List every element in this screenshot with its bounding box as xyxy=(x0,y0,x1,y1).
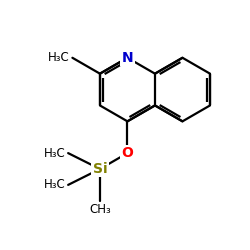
Text: N: N xyxy=(122,51,133,65)
Text: H₃C: H₃C xyxy=(48,51,70,64)
Text: H₃C: H₃C xyxy=(44,146,66,160)
Text: H₃C: H₃C xyxy=(44,178,66,192)
Text: Si: Si xyxy=(92,162,107,176)
Text: O: O xyxy=(122,146,134,160)
Text: CH₃: CH₃ xyxy=(89,203,111,216)
